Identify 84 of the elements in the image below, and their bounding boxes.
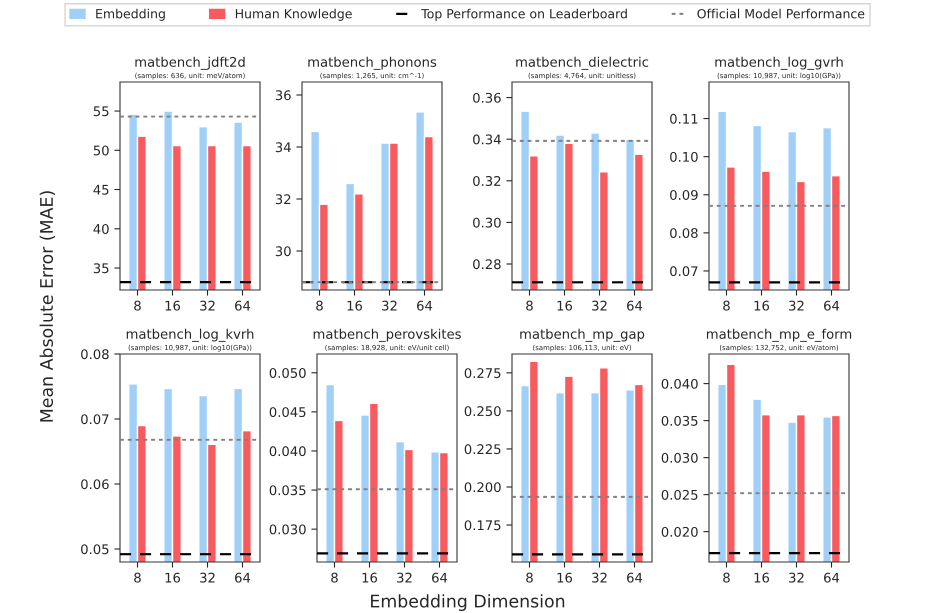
- y-tick-label: 55: [94, 106, 108, 116]
- y-tick-label: 0.035: [270, 485, 306, 496]
- chart-title: matbench_dielectric: [516, 56, 648, 70]
- y-tick-label: 0.040: [662, 378, 698, 389]
- y-tick-label: 34: [276, 142, 291, 152]
- y-tick-label: 0.06: [81, 479, 109, 490]
- y-tick-label: 0.035: [662, 416, 698, 426]
- y-tick-label: 0.225: [464, 444, 500, 454]
- x-tick-label: 64: [432, 572, 448, 583]
- x-tick-label: 8: [331, 572, 338, 583]
- y-tick-label: 0.11: [670, 114, 698, 124]
- x-tick-label: 16: [754, 572, 770, 583]
- x-tick-label: 16: [166, 300, 180, 311]
- y-tick-label: 0.32: [473, 176, 500, 186]
- y-tick-label: 0.050: [270, 368, 306, 378]
- x-tick-label: 32: [200, 300, 215, 311]
- x-tick-label: 64: [627, 300, 642, 311]
- y-tick-label: 0.08: [81, 349, 109, 360]
- chart-title: matbench_jdft2d: [135, 56, 245, 70]
- x-tick-label: 8: [723, 572, 730, 583]
- x-tick-label: 8: [526, 300, 533, 311]
- x-tick-label: 64: [235, 572, 250, 583]
- y-tick-label: 0.05: [81, 544, 108, 554]
- y-tick-label: 0.07: [81, 414, 108, 424]
- y-tick-label: 0.08: [670, 228, 698, 238]
- x-axis-title: Embedding Dimension: [371, 594, 564, 611]
- y-tick-label: 32: [276, 194, 290, 204]
- y-axis-title: Mean Absolute Error (MAE): [40, 191, 56, 422]
- chart-title: matbench_mp_gap: [520, 328, 644, 342]
- y-tick-label: 0.36: [473, 92, 501, 103]
- chart-title: matbench_phonons: [308, 56, 436, 70]
- y-tick-label: 0.020: [662, 526, 698, 537]
- y-tick-label: 36: [276, 90, 291, 100]
- y-tick-label: 45: [93, 184, 108, 195]
- y-tick-label: 0.030: [662, 452, 698, 463]
- x-tick-label: 8: [526, 572, 533, 583]
- y-tick-label: 0.040: [270, 446, 306, 456]
- x-tick-label: 64: [824, 300, 840, 311]
- x-tick-label: 64: [235, 300, 250, 311]
- y-tick-label: 35: [94, 263, 108, 274]
- y-tick-label: 0.025: [662, 490, 698, 500]
- x-tick-label: 8: [316, 300, 323, 311]
- chart-title: matbench_log_kvrh: [126, 328, 254, 342]
- x-tick-label: 16: [558, 300, 572, 311]
- chart-title: matbench_mp_e_form: [706, 328, 852, 342]
- x-tick-label: 16: [754, 300, 770, 311]
- chart-title: matbench_log_gvrh: [715, 56, 843, 70]
- x-tick-label: 32: [592, 572, 607, 583]
- y-tick-label: 0.030: [270, 524, 306, 534]
- y-tick-label: 30: [276, 246, 291, 256]
- y-tick-label: 0.250: [464, 406, 501, 416]
- x-tick-label: 8: [134, 300, 141, 311]
- y-tick-label: 0.175: [464, 520, 500, 530]
- x-tick-label: 32: [789, 572, 804, 583]
- x-tick-label: 16: [166, 572, 180, 583]
- chart-title: matbench_perovskites: [314, 328, 461, 342]
- x-tick-label: 8: [134, 572, 141, 583]
- x-tick-label: 16: [558, 572, 572, 583]
- y-tick-label: 0.045: [270, 407, 306, 418]
- x-tick-label: 16: [362, 572, 378, 583]
- x-tick-label: 8: [723, 300, 730, 311]
- x-tick-label: 32: [200, 572, 215, 583]
- y-tick-label: 0.09: [670, 190, 698, 200]
- y-tick-label: 0.07: [670, 266, 698, 276]
- y-tick-label: 0.200: [464, 482, 501, 492]
- y-tick-label: 40: [93, 224, 109, 234]
- legend-label: Human Knowledge: [236, 8, 352, 21]
- legend-label: Official Model Performance: [697, 8, 864, 18]
- y-tick-label: 0.10: [670, 152, 698, 162]
- y-tick-label: 0.34: [473, 134, 501, 144]
- x-tick-label: 64: [417, 300, 432, 311]
- y-tick-label: 0.30: [473, 218, 501, 228]
- x-tick-label: 32: [382, 300, 397, 311]
- y-tick-label: 50: [94, 146, 109, 156]
- legend-label: Top Performance on Leaderboard: [421, 8, 627, 21]
- y-tick-label: 0.28: [473, 259, 501, 270]
- x-tick-label: 16: [348, 300, 362, 311]
- x-tick-label: 32: [592, 300, 607, 311]
- legend-label: Embedding: [96, 8, 165, 21]
- x-tick-label: 64: [627, 572, 642, 583]
- y-tick-label: 0.275: [464, 368, 500, 378]
- x-tick-label: 32: [789, 300, 804, 311]
- x-tick-label: 32: [397, 572, 412, 583]
- x-tick-label: 64: [824, 572, 840, 583]
